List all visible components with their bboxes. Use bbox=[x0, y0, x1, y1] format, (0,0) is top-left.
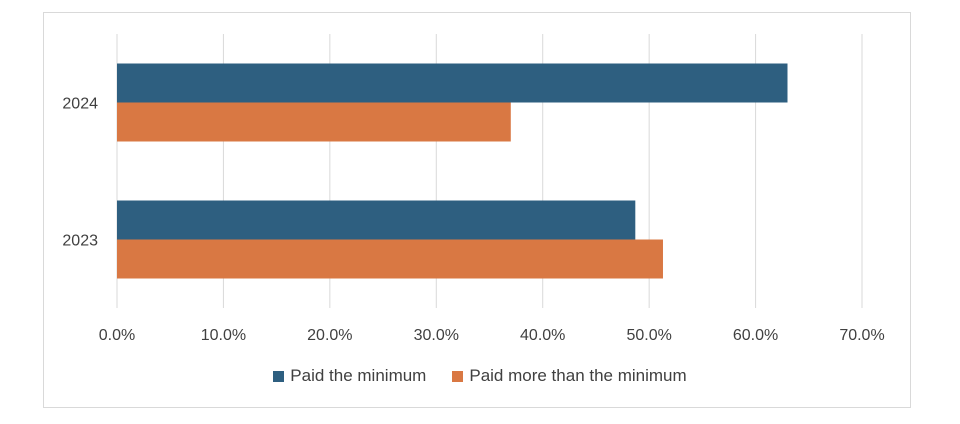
legend-swatch-paid-minimum bbox=[273, 370, 285, 382]
category-label-2024: 2024 bbox=[62, 96, 98, 113]
legend-label-paid-minimum: Paid the minimum bbox=[290, 366, 427, 385]
bar-2023-series-0 bbox=[117, 200, 636, 240]
x-tick-label-4: 40.0% bbox=[520, 327, 565, 344]
legend-item-paid-minimum: Paid the minimum bbox=[273, 366, 426, 386]
bar-2024-series-1 bbox=[117, 102, 511, 142]
bars bbox=[117, 63, 788, 279]
x-tick-label-3: 30.0% bbox=[414, 327, 459, 344]
legend-item-paid-more: Paid more than the minimum bbox=[452, 366, 687, 386]
x-tick-label-0: 0.0% bbox=[99, 327, 135, 344]
axis-labels: 0.0% 10.0% 20.0% 30.0% 40.0% 50.0% 60.0% 70.0% 2… bbox=[62, 96, 884, 345]
x-tick-label-1: 10.0% bbox=[201, 327, 246, 344]
bar-2023-series-1 bbox=[117, 239, 663, 279]
bar-2024-series-0 bbox=[117, 63, 788, 103]
x-tick-label-7: 70.0% bbox=[839, 327, 884, 344]
legend: Paid the minimum Paid more than the mini… bbox=[0, 366, 960, 386]
x-tick-label-6: 60.0% bbox=[733, 327, 778, 344]
legend-label-paid-more: Paid more than the minimum bbox=[469, 366, 687, 385]
legend-swatch-paid-more bbox=[452, 370, 464, 382]
category-label-2023: 2023 bbox=[62, 233, 98, 250]
x-tick-label-2: 20.0% bbox=[307, 327, 352, 344]
x-tick-label-5: 50.0% bbox=[626, 327, 671, 344]
